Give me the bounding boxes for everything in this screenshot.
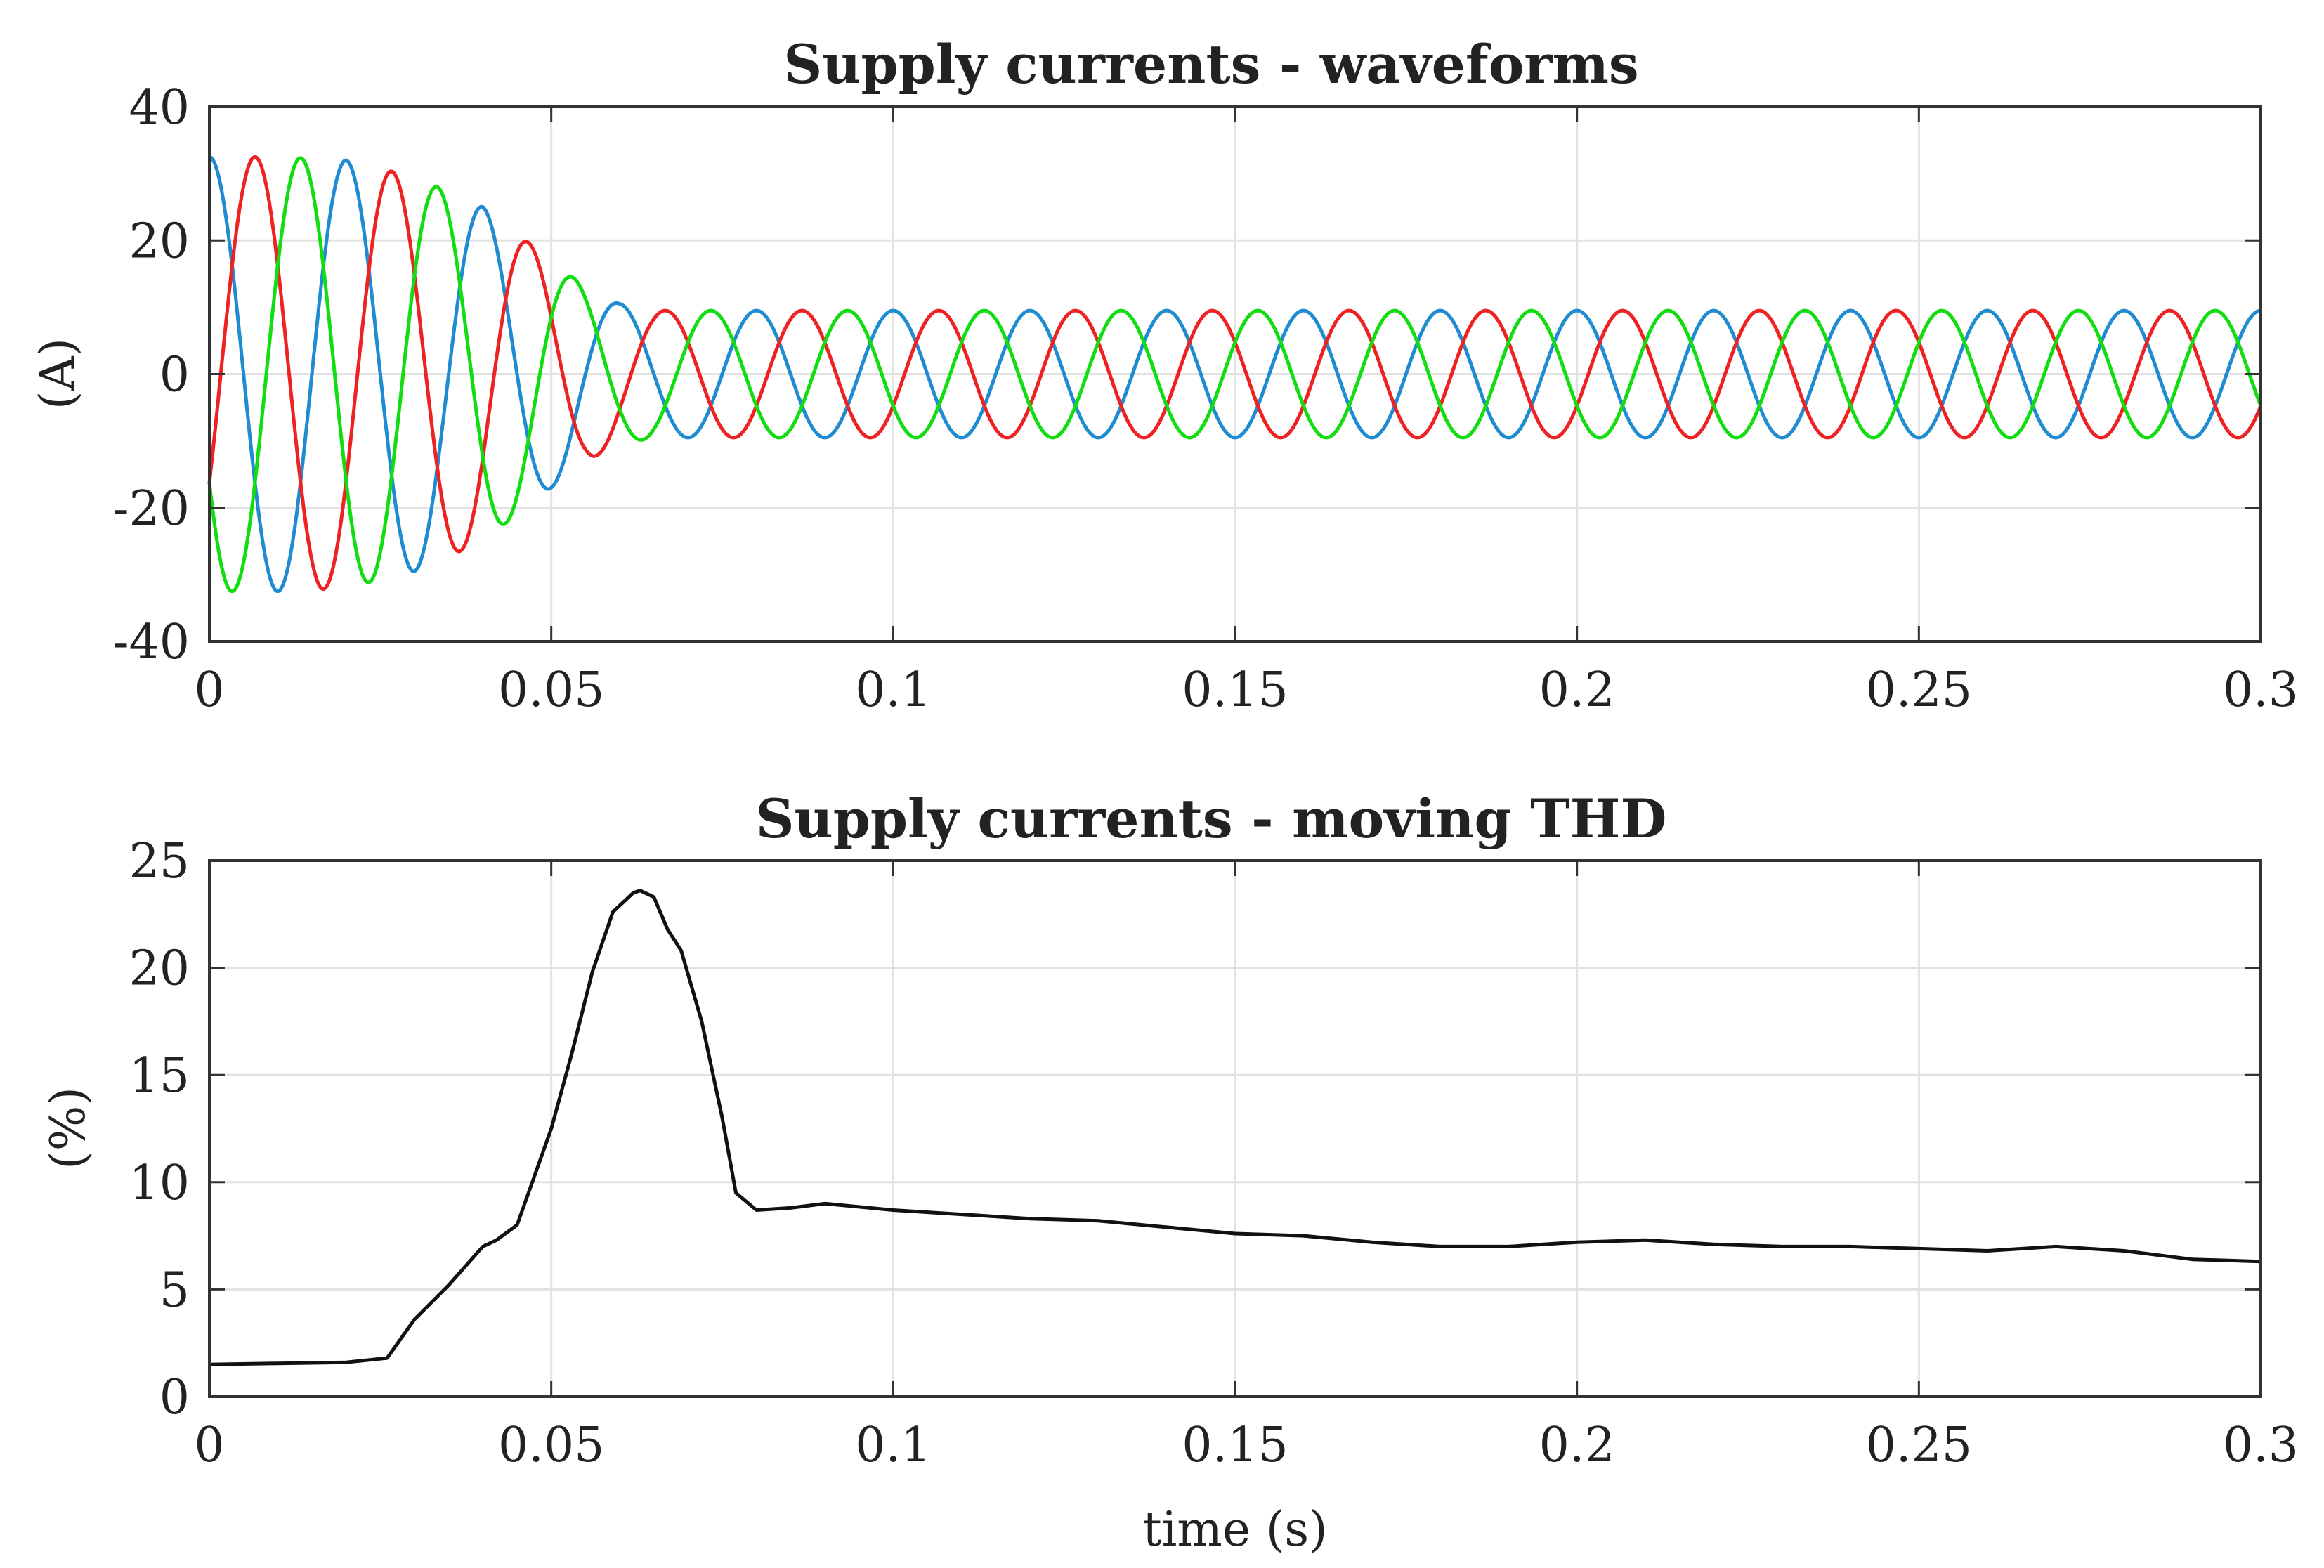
thd-ytick-label: 25: [129, 834, 190, 889]
thd-ytick-label: 20: [129, 941, 190, 997]
waveform-ytick-label: 20: [129, 214, 190, 269]
waveform-xtick-label: 0: [194, 662, 224, 718]
thd-xtick-label: 0.3: [2223, 1418, 2299, 1473]
waveform-ytick-label: -40: [112, 615, 190, 670]
waveform-xtick-label: 0.3: [2223, 662, 2299, 718]
waveform-series-phase-a: [208, 155, 2262, 594]
waveform-series-phase-c: [207, 156, 2263, 594]
thd-xtick-label: 0.1: [855, 1418, 931, 1473]
thd-title: Supply currents - moving THD: [756, 788, 1667, 850]
waveform-ytick-label: 0: [159, 348, 190, 403]
thd-xtick-label: 0.2: [1539, 1418, 1615, 1473]
waveform-xtick-label: 0.1: [855, 662, 931, 718]
waveform-panel: Supply currents - waveforms 0 0.05 0.1 0.15…: [30, 33, 2299, 718]
thd-ylabel: (%): [41, 1087, 96, 1170]
thd-ytick-label: 10: [129, 1156, 190, 1211]
thd-xtick-label: 0.15: [1182, 1418, 1288, 1473]
thd-xlabel: time (s): [1142, 1502, 1327, 1557]
waveform-ylabel: (A): [30, 338, 86, 410]
waveform-xtick-label: 0.05: [498, 662, 604, 718]
waveform-xtick-label: 0.2: [1539, 662, 1615, 718]
thd-ytick-label: 0: [159, 1370, 190, 1425]
waveform-ytick-label: -20: [112, 481, 190, 537]
thd-ytick-label: 15: [129, 1048, 190, 1104]
thd-ytick-label: 5: [159, 1262, 190, 1318]
waveform-ytick-label: 40: [129, 80, 190, 136]
thd-xtick-label: 0.25: [1866, 1418, 1972, 1473]
thd-series-THD: [209, 889, 2261, 1366]
thd-xtick-label: 0.05: [498, 1418, 604, 1473]
thd-panel: Supply currents - moving THD 0 0.05 0.1 0.1…: [41, 788, 2299, 1557]
waveform-xtick-label: 0.15: [1182, 662, 1288, 718]
thd-xtick-label: 0: [194, 1418, 224, 1473]
waveform-xtick-label: 0.25: [1866, 662, 1972, 718]
waveform-title: Supply currents - waveforms: [783, 33, 1638, 96]
